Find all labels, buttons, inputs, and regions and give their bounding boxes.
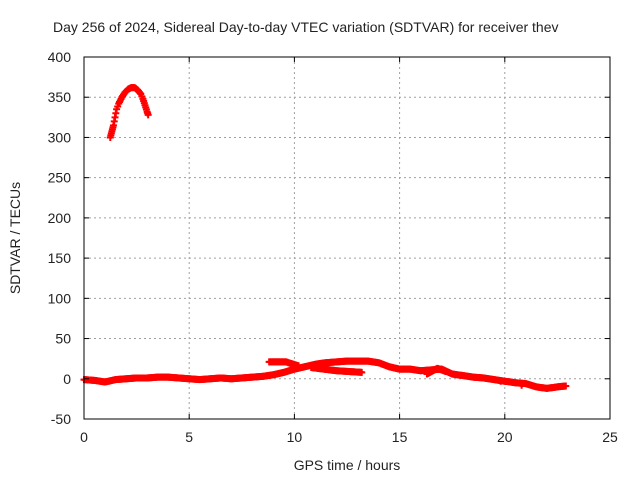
y-tick-label: 300 — [48, 129, 72, 145]
grid — [84, 57, 610, 419]
y-tick-label: 50 — [55, 331, 71, 347]
x-tick-label: 5 — [185, 429, 193, 445]
x-tick-label: 15 — [392, 429, 408, 445]
y-tick-label: 350 — [48, 89, 72, 105]
data-point — [562, 382, 570, 390]
data-point — [144, 111, 152, 119]
x-tick-label: 20 — [497, 429, 513, 445]
y-tick-label: -50 — [51, 411, 71, 427]
data-series-sdtvar — [80, 84, 570, 392]
x-tick-label: 10 — [287, 429, 303, 445]
y-axis-label: SDTVAR / TECUs — [7, 182, 23, 294]
y-tick-label: 400 — [48, 49, 72, 65]
x-tick-label: 25 — [602, 429, 618, 445]
chart-title: Day 256 of 2024, Sidereal Day-to-day VTE… — [53, 19, 559, 35]
y-tick-label: 200 — [48, 210, 72, 226]
data-point — [497, 377, 505, 385]
plot-frame — [83, 56, 611, 420]
data-point — [358, 368, 366, 376]
y-tick-label: 150 — [48, 250, 72, 266]
data-point — [295, 362, 303, 370]
y-tick-label: 100 — [48, 290, 72, 306]
data-point — [518, 381, 526, 389]
y-tick-label: 0 — [63, 371, 71, 387]
data-point — [442, 368, 450, 376]
x-axis-label: GPS time / hours — [294, 457, 401, 473]
axis-ticks: 0 5 10 15 20 25 -50 0 50 100 150 200 250 300 350 400 — [48, 49, 618, 445]
x-tick-label: 0 — [80, 429, 88, 445]
y-tick-label: 250 — [48, 170, 72, 186]
